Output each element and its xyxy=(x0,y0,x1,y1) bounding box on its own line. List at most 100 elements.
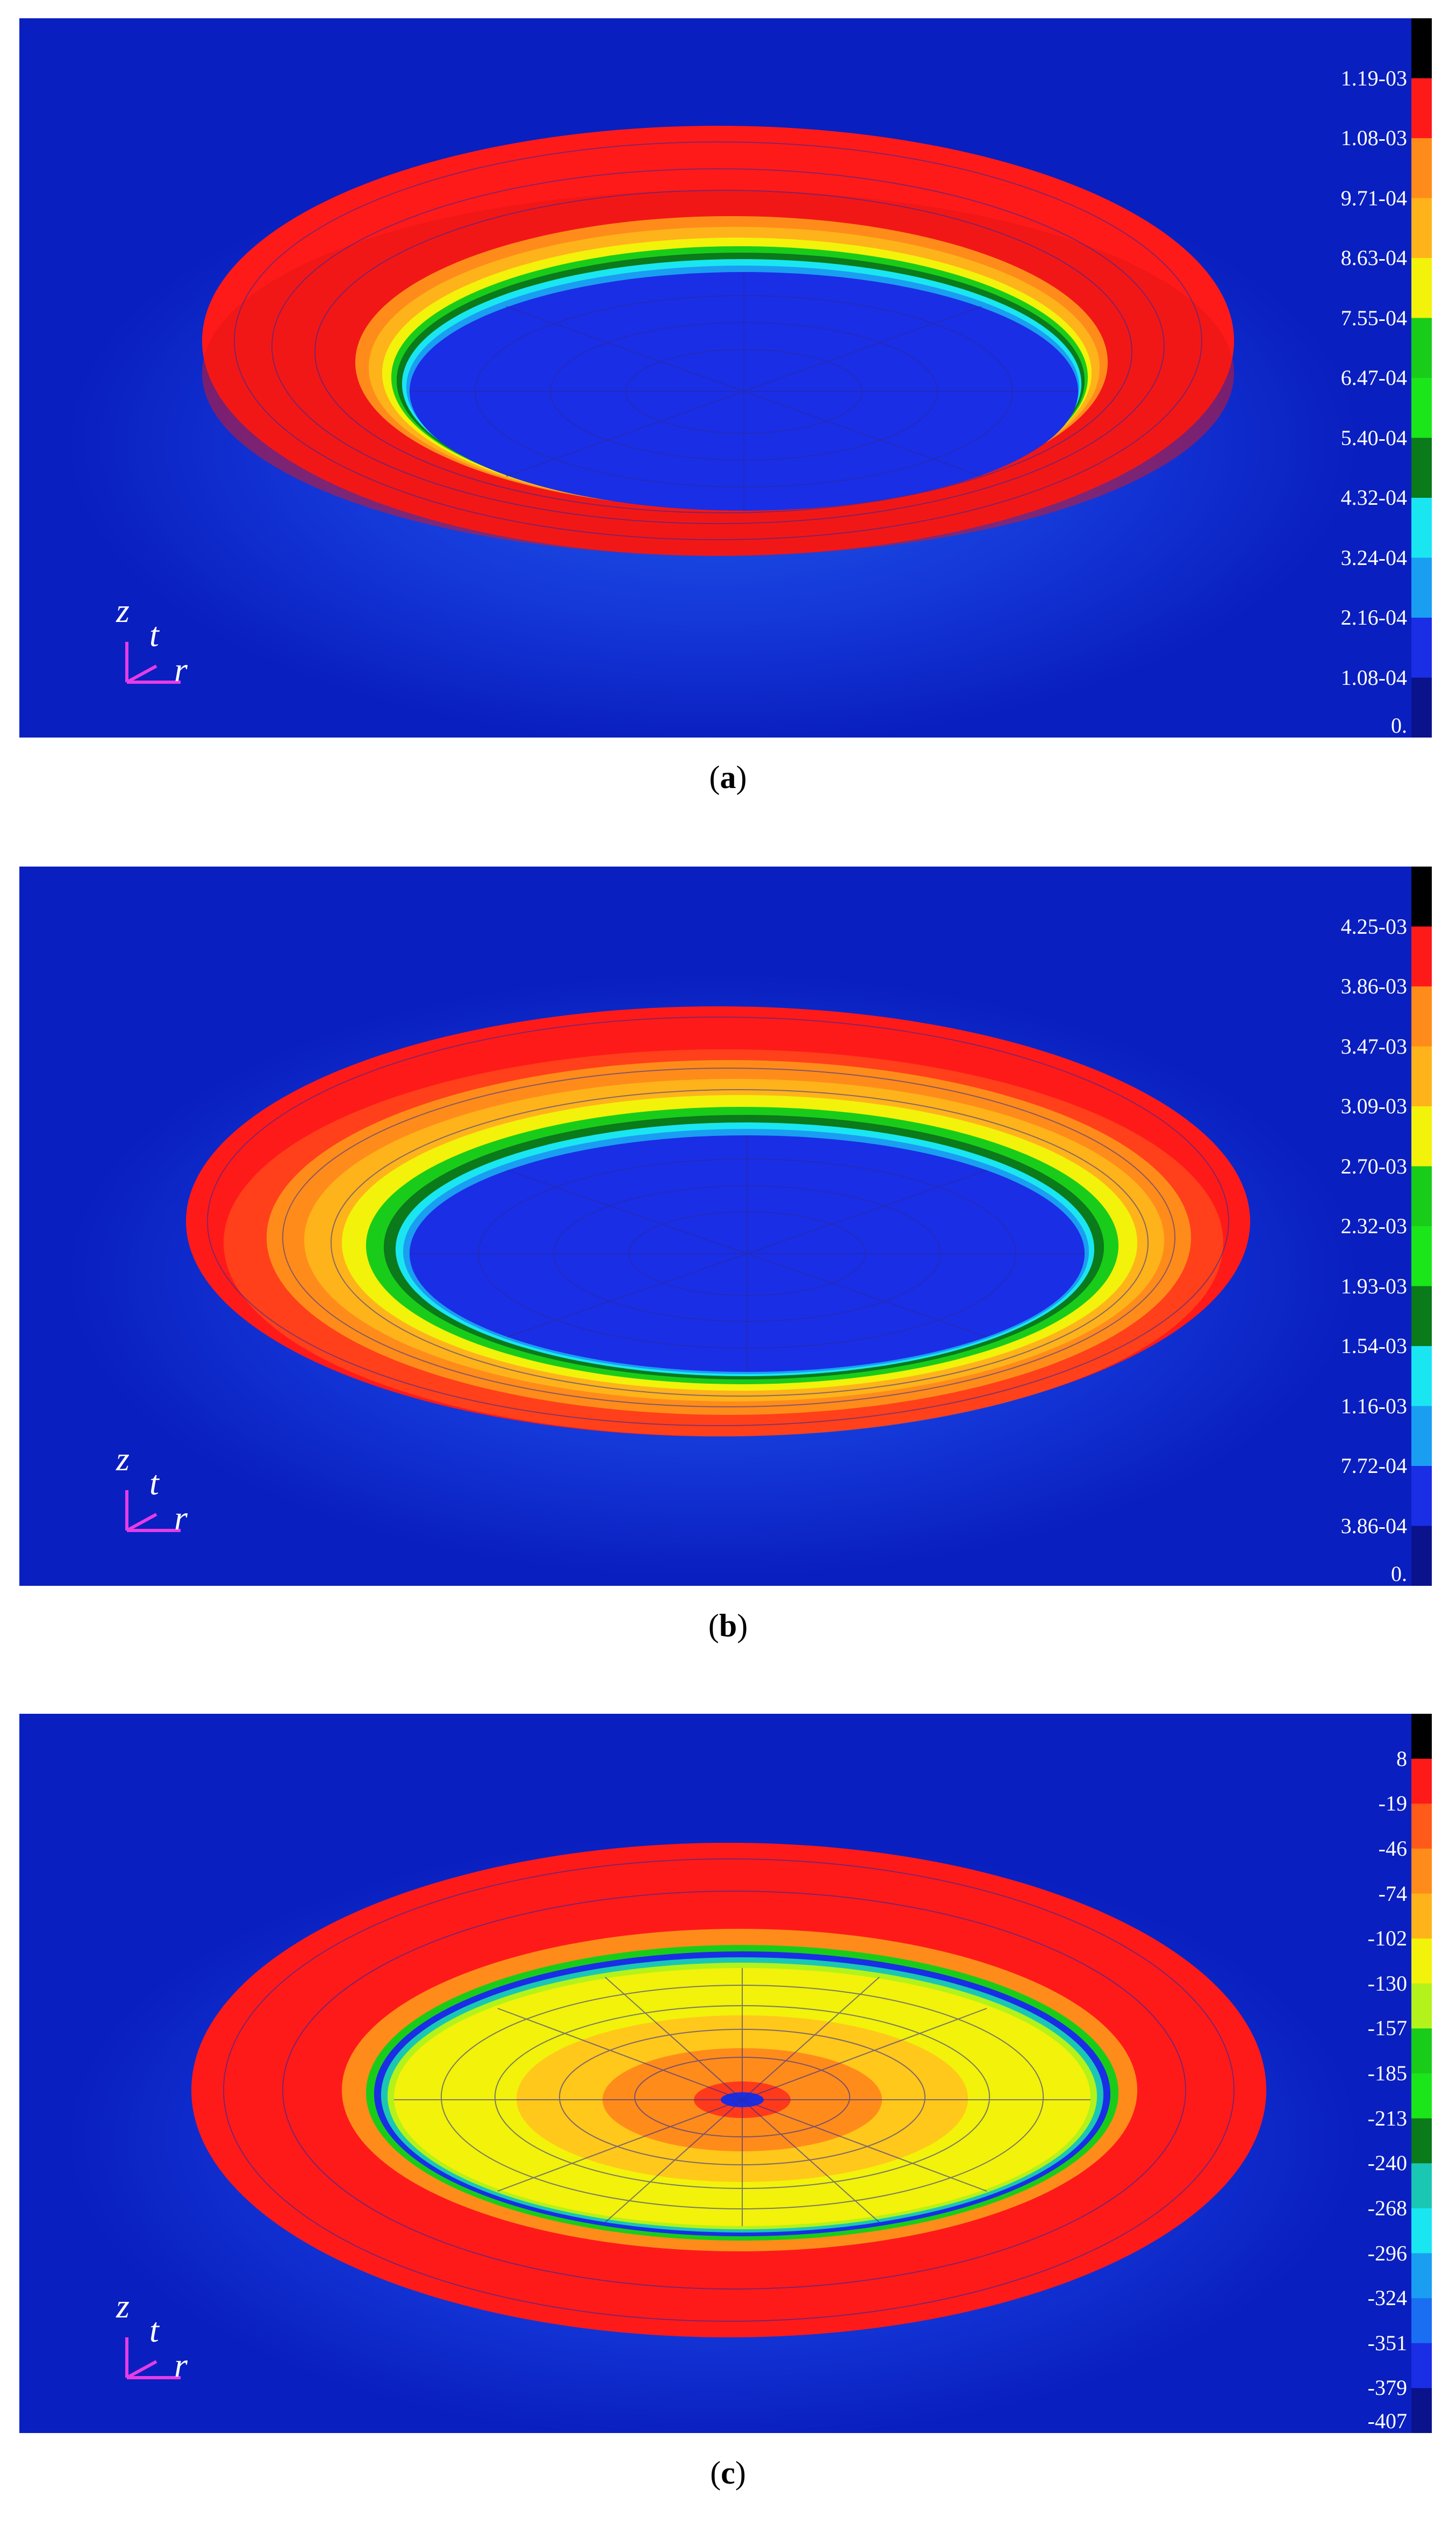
colorbar-swatch xyxy=(1411,1804,1432,1849)
colorbar-tick-label: 0. xyxy=(1391,713,1407,738)
colorbar-swatch xyxy=(1411,2388,1432,2433)
colorbar-c xyxy=(1411,1714,1432,2433)
colorbar-tick-label: 3.09-03 xyxy=(1340,1094,1407,1118)
axis-triad xyxy=(125,1490,181,1532)
colorbar-tick-label: 5.40-04 xyxy=(1340,425,1407,450)
colorbar-swatch xyxy=(1411,2073,1432,2119)
colorbar-tick-label: 3.86-04 xyxy=(1340,1513,1407,1538)
axis-r-label: r xyxy=(174,1499,188,1537)
colorbar-swatch xyxy=(1411,1714,1432,1759)
colorbar-tick-label: -130 xyxy=(1367,1971,1407,1995)
axis-r-label: r xyxy=(174,2346,188,2384)
colorbar-swatch xyxy=(1411,1893,1432,1940)
colorbar-swatch xyxy=(1411,2028,1432,2074)
colorbar-swatch xyxy=(1411,677,1432,738)
colorbar-tick-label: 1.08-03 xyxy=(1340,126,1407,150)
axis-r-label: r xyxy=(174,650,188,689)
colorbar-tick-label: 8.63-04 xyxy=(1340,246,1407,270)
colorbar-swatch xyxy=(1411,1106,1432,1167)
colorbar-swatch xyxy=(1411,1983,1432,2029)
colorbar-tick-label: 2.70-03 xyxy=(1340,1154,1407,1178)
colorbar-tick-label: 1.08-04 xyxy=(1340,665,1407,690)
colorbar-tick-label: -102 xyxy=(1367,1926,1407,1951)
axis-triad xyxy=(125,642,181,684)
mesh-lines xyxy=(234,141,1202,540)
colorbar-tick-label: -19 xyxy=(1378,1791,1407,1816)
colorbar-tick-label: -268 xyxy=(1367,2195,1407,2220)
colorbar-labels-c: 8 -19 -46 -74 -102 -130 -157 -185 -213 -240 -268 -2… xyxy=(1308,1714,1432,2433)
colorbar-swatch xyxy=(1411,198,1432,259)
panel-a: 1.19-03 1.08-03 9.71-04 8.63-04 7.55-04 6.47-… xyxy=(19,18,1432,738)
colorbar-tick-label: 2.32-03 xyxy=(1340,1214,1407,1238)
colorbar-tick-label: -46 xyxy=(1378,1836,1407,1861)
colorbar-swatch xyxy=(1411,926,1432,987)
mesh-lines xyxy=(207,1017,1229,1426)
colorbar-swatch xyxy=(1411,18,1432,79)
mesh-lines xyxy=(223,1858,1235,2322)
colorbar-swatch xyxy=(1411,498,1432,559)
colorbar-tick-label: 0. xyxy=(1391,1562,1407,1586)
contour-plot-b xyxy=(19,867,1432,1586)
colorbar-swatch xyxy=(1411,2118,1432,2164)
colorbar-tick-label: -213 xyxy=(1367,2106,1407,2130)
colorbar-tick-label: -351 xyxy=(1367,2330,1407,2355)
contour-plot-c xyxy=(19,1714,1432,2433)
colorbar-swatch xyxy=(1411,1226,1432,1287)
colorbar-swatch xyxy=(1411,318,1432,378)
colorbar-swatch xyxy=(1411,1406,1432,1466)
panel-c: 8 -19 -46 -74 -102 -130 -157 -185 -213 -240 -268 -2… xyxy=(19,1714,1432,2433)
colorbar-labels-b: 4.25-03 3.86-03 3.47-03 3.09-03 2.70-03 2.32-… xyxy=(1308,867,1432,1586)
colorbar-tick-label: 1.54-03 xyxy=(1340,1334,1407,1358)
colorbar-tick-label: 9.71-04 xyxy=(1340,185,1407,210)
colorbar-swatch xyxy=(1411,1046,1432,1107)
colorbar-swatch xyxy=(1411,378,1432,439)
caption-b: (b) xyxy=(708,1608,748,1643)
colorbar-tick-label: -185 xyxy=(1367,2061,1407,2085)
colorbar-tick-label: 7.55-04 xyxy=(1340,305,1407,330)
colorbar-tick-label: 2.16-04 xyxy=(1340,605,1407,629)
colorbar-tick-label: 7.72-04 xyxy=(1340,1454,1407,1478)
colorbar-tick-label: -157 xyxy=(1367,2016,1407,2041)
colorbar-swatch xyxy=(1411,138,1432,199)
contour-plot-a xyxy=(19,18,1432,738)
axis-t-label: t xyxy=(149,616,159,654)
colorbar-swatch xyxy=(1411,2163,1432,2209)
colorbar-tick-label: -74 xyxy=(1378,1881,1407,1906)
axis-z-label: z xyxy=(116,591,130,629)
colorbar-swatch xyxy=(1411,438,1432,498)
colorbar-swatch xyxy=(1411,1938,1432,1984)
colorbar-tick-label: 4.25-03 xyxy=(1340,914,1407,939)
colorbar-b xyxy=(1411,867,1432,1586)
axis-t-label: t xyxy=(149,1464,159,1502)
colorbar-tick-label: -379 xyxy=(1367,2376,1407,2400)
colorbar-swatch xyxy=(1411,986,1432,1047)
colorbar-swatch xyxy=(1411,1166,1432,1227)
colorbar-swatch xyxy=(1411,1848,1432,1894)
colorbar-swatch xyxy=(1411,2253,1432,2299)
colorbar-tick-label: 8 xyxy=(1396,1746,1407,1771)
colorbar-swatch xyxy=(1411,78,1432,139)
axis-z-label: z xyxy=(116,2287,130,2325)
colorbar-swatch xyxy=(1411,2343,1432,2389)
colorbar-a xyxy=(1411,18,1432,738)
colorbar-swatch xyxy=(1411,1346,1432,1407)
colorbar-tick-label: 6.47-04 xyxy=(1340,366,1407,390)
colorbar-tick-label: 1.93-03 xyxy=(1340,1274,1407,1298)
colorbar-swatch xyxy=(1411,867,1432,927)
colorbar-swatch xyxy=(1411,1286,1432,1347)
colorbar-tick-label: -324 xyxy=(1367,2286,1407,2310)
axis-t-label: t xyxy=(149,2311,159,2349)
colorbar-swatch xyxy=(1411,1758,1432,1805)
axis-z-label: z xyxy=(116,1440,130,1478)
colorbar-swatch xyxy=(1411,618,1432,678)
colorbar-swatch xyxy=(1411,1466,1432,1527)
colorbar-tick-label: -296 xyxy=(1367,2241,1407,2265)
colorbar-tick-label: 3.47-03 xyxy=(1340,1034,1407,1058)
colorbar-swatch xyxy=(1411,557,1432,618)
colorbar-tick-label: -240 xyxy=(1367,2151,1407,2176)
colorbar-swatch xyxy=(1411,1526,1432,1586)
caption-c: (c) xyxy=(710,2455,746,2491)
colorbar-swatch xyxy=(1411,258,1432,319)
colorbar-labels-a: 1.19-03 1.08-03 9.71-04 8.63-04 7.55-04 6.47-… xyxy=(1308,18,1432,738)
colorbar-tick-label: 1.19-03 xyxy=(1340,66,1407,90)
